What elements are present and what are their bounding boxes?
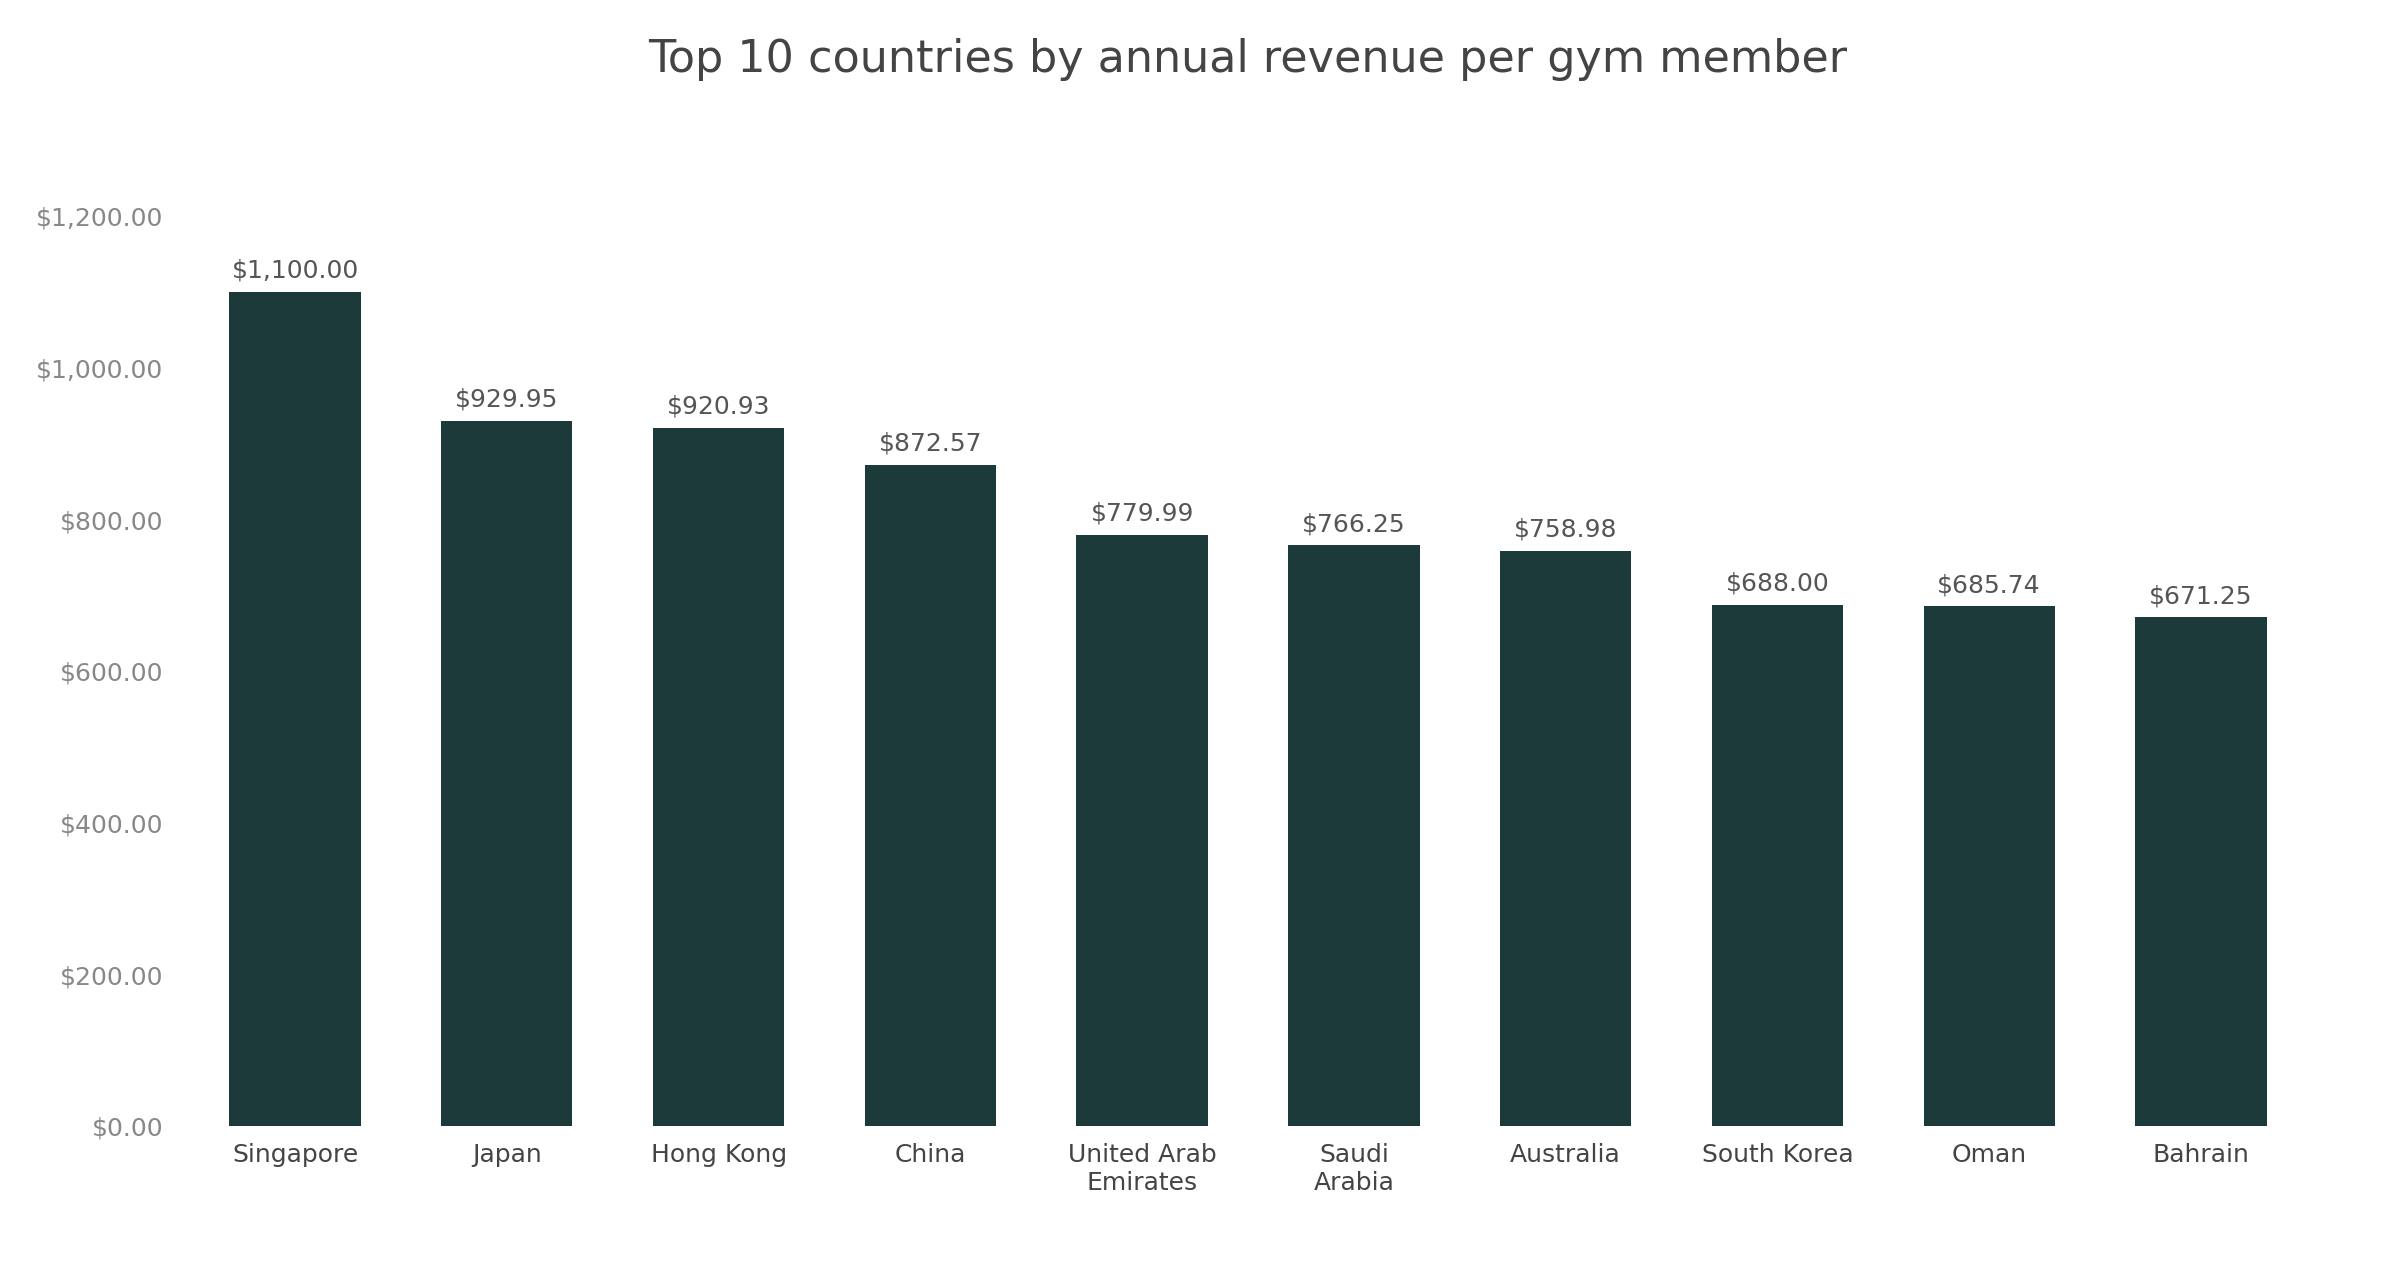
- Bar: [1711, 604, 1843, 1126]
- Text: $929.95: $929.95: [456, 388, 559, 412]
- Text: $671.25: $671.25: [2148, 584, 2254, 608]
- Text: $766.25: $766.25: [1303, 512, 1406, 536]
- Text: $758.98: $758.98: [1514, 517, 1618, 541]
- Bar: [442, 421, 574, 1126]
- Bar: [1289, 545, 1418, 1126]
- Text: $688.00: $688.00: [1726, 571, 1829, 595]
- Bar: [2136, 617, 2266, 1126]
- Bar: [1078, 535, 1207, 1126]
- Bar: [653, 428, 785, 1126]
- Text: $1,100.00: $1,100.00: [230, 259, 358, 283]
- Bar: [230, 292, 360, 1126]
- Text: $920.93: $920.93: [667, 394, 770, 419]
- Text: $872.57: $872.57: [878, 431, 982, 456]
- Bar: [1922, 607, 2054, 1126]
- Bar: [864, 465, 996, 1126]
- Bar: [1500, 550, 1632, 1126]
- Title: Top 10 countries by annual revenue per gym member: Top 10 countries by annual revenue per g…: [648, 38, 1848, 81]
- Text: $685.74: $685.74: [1937, 573, 2040, 598]
- Text: $779.99: $779.99: [1090, 502, 1193, 526]
